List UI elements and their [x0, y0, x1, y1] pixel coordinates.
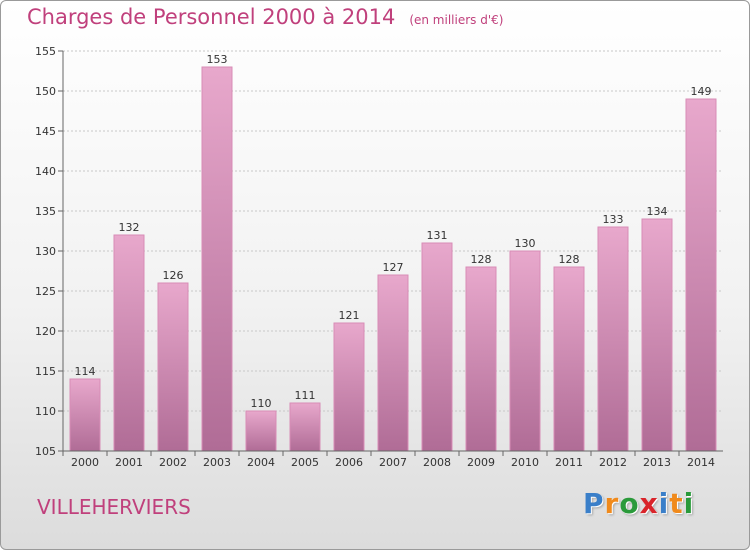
bar-value-label-2010: 130	[515, 237, 536, 250]
y-tick-label-115: 115	[35, 365, 56, 378]
x-tick-label-2008: 2008	[423, 456, 451, 469]
bar-value-label-2001: 132	[119, 221, 140, 234]
bar-value-label-2003: 153	[207, 53, 228, 66]
logo-letter-1: r	[604, 487, 620, 520]
bar-2006	[333, 322, 365, 452]
bar-2014	[685, 98, 717, 452]
logo-letter-5: t	[669, 487, 684, 520]
x-tick-label-2000: 2000	[71, 456, 99, 469]
bar-2011	[553, 266, 585, 452]
bar-value-label-2004: 110	[251, 397, 272, 410]
bar-2005	[289, 402, 321, 452]
x-tick-label-2013: 2013	[643, 456, 671, 469]
x-tick-label-2010: 2010	[511, 456, 539, 469]
bar-value-label-2014: 149	[691, 85, 712, 98]
bar-value-label-2000: 114	[75, 365, 96, 378]
bar-value-label-2006: 121	[339, 309, 360, 322]
bar-2002	[157, 282, 189, 452]
bar-value-label-2007: 127	[383, 261, 404, 274]
y-tick-label-140: 140	[35, 165, 56, 178]
y-tick-label-130: 130	[35, 245, 56, 258]
x-tick-label-2001: 2001	[115, 456, 143, 469]
logo-letter-6: i	[683, 487, 695, 520]
bar-value-label-2012: 133	[603, 213, 624, 226]
bar-2007	[377, 274, 409, 452]
proxiti-logo[interactable]: Proxiti	[583, 487, 694, 520]
y-tick-label-150: 150	[35, 85, 56, 98]
x-tick-label-2009: 2009	[467, 456, 495, 469]
y-tick-label-125: 125	[35, 285, 56, 298]
bar-value-label-2011: 128	[559, 253, 580, 266]
bar-value-label-2009: 128	[471, 253, 492, 266]
logo-letter-4: i	[658, 487, 670, 520]
x-tick-label-2005: 2005	[291, 456, 319, 469]
chart-title-text: Charges de Personnel 2000 à 2014	[27, 5, 396, 29]
x-tick-label-2011: 2011	[555, 456, 583, 469]
logo-letter-2: o	[619, 487, 640, 520]
bar-2013	[641, 218, 673, 452]
bar-2000	[69, 378, 101, 452]
logo-letter-0: P	[583, 487, 605, 520]
y-tick-label-120: 120	[35, 325, 56, 338]
x-tick-label-2007: 2007	[379, 456, 407, 469]
chart-title: Charges de Personnel 2000 à 2014 (en mill…	[27, 5, 503, 29]
x-tick-label-2006: 2006	[335, 456, 363, 469]
bar-2008	[421, 242, 453, 452]
x-tick-label-2002: 2002	[159, 456, 187, 469]
bar-2009	[465, 266, 497, 452]
y-tick-label-145: 145	[35, 125, 56, 138]
bar-2003	[201, 66, 233, 452]
bar-2004	[245, 410, 277, 452]
bar-2001	[113, 234, 145, 452]
chart-subtitle: (en milliers d'€)	[409, 13, 504, 27]
x-tick-label-2012: 2012	[599, 456, 627, 469]
x-tick-label-2003: 2003	[203, 456, 231, 469]
x-tick-label-2014: 2014	[687, 456, 715, 469]
bar-value-label-2008: 131	[427, 229, 448, 242]
bar-2012	[597, 226, 629, 452]
bars-group: 114 132 126 153 110 111 121 127 131 128 130 128 133 1…	[69, 53, 717, 452]
x-tick-label-2004: 2004	[247, 456, 275, 469]
bar-2010	[509, 250, 541, 452]
y-tick-label-110: 110	[35, 405, 56, 418]
bar-value-label-2002: 126	[163, 269, 184, 282]
commune-name: VILLEHERVIERS	[37, 495, 191, 519]
bar-value-label-2013: 134	[647, 205, 668, 218]
axes-group: 105 110 115 120 125 130 135 140 145 150 155 2000 200…	[35, 45, 723, 469]
logo-letter-3: x	[639, 487, 659, 520]
y-tick-label-135: 135	[35, 205, 56, 218]
y-tick-label-105: 105	[35, 445, 56, 458]
y-tick-label-155: 155	[35, 45, 56, 58]
bar-value-label-2005: 111	[295, 389, 316, 402]
